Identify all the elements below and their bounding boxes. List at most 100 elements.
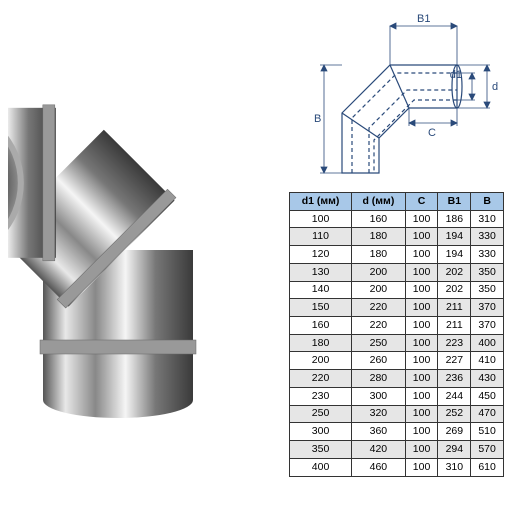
table-cell: 400 (290, 458, 352, 476)
table-cell: 450 (471, 387, 504, 405)
table-cell: 211 (438, 317, 471, 335)
table-cell: 350 (290, 441, 352, 459)
table-cell: 300 (290, 423, 352, 441)
table-cell: 100 (405, 281, 438, 299)
table-cell: 100 (405, 370, 438, 388)
table-row: 220280100236430 (290, 370, 504, 388)
table-cell: 100 (405, 352, 438, 370)
table-cell: 360 (352, 423, 406, 441)
table-header-cell: B1 (438, 193, 471, 211)
table-cell: 260 (352, 352, 406, 370)
table-row: 120180100194330 (290, 246, 504, 264)
table-cell: 236 (438, 370, 471, 388)
table-cell: 150 (290, 299, 352, 317)
table-row: 130200100202350 (290, 263, 504, 281)
table-cell: 194 (438, 228, 471, 246)
table-cell: 100 (405, 423, 438, 441)
table-cell: 244 (438, 387, 471, 405)
table-cell: 100 (405, 387, 438, 405)
table-cell: 250 (352, 334, 406, 352)
table-cell: 330 (471, 228, 504, 246)
table-cell: 370 (471, 317, 504, 335)
table-cell: 120 (290, 246, 352, 264)
table-cell: 194 (438, 246, 471, 264)
table-cell: 330 (471, 246, 504, 264)
table-row: 230300100244450 (290, 387, 504, 405)
table-cell: 294 (438, 441, 471, 459)
table-cell: 160 (290, 317, 352, 335)
table-cell: 570 (471, 441, 504, 459)
table-row: 180250100223400 (290, 334, 504, 352)
table-cell: 510 (471, 423, 504, 441)
dim-label-d: d (492, 81, 498, 93)
product-photo (8, 40, 288, 420)
table-cell: 310 (438, 458, 471, 476)
table-cell: 100 (405, 228, 438, 246)
table-cell: 220 (290, 370, 352, 388)
table-cell: 200 (290, 352, 352, 370)
table-row: 140200100202350 (290, 281, 504, 299)
table-cell: 186 (438, 210, 471, 228)
table-row: 160220100211370 (290, 317, 504, 335)
table-cell: 100 (290, 210, 352, 228)
table-cell: 410 (471, 352, 504, 370)
table-header-cell: d1 (мм) (290, 193, 352, 211)
table-row: 100160100186310 (290, 210, 504, 228)
table-cell: 430 (471, 370, 504, 388)
table-cell: 100 (405, 405, 438, 423)
table-row: 150220100211370 (290, 299, 504, 317)
table-cell: 110 (290, 228, 352, 246)
table-cell: 100 (405, 263, 438, 281)
table-cell: 100 (405, 210, 438, 228)
table-cell: 310 (471, 210, 504, 228)
table-cell: 610 (471, 458, 504, 476)
table-cell: 202 (438, 281, 471, 299)
table-row: 250320100252470 (290, 405, 504, 423)
table-cell: 100 (405, 458, 438, 476)
table-cell: 200 (352, 263, 406, 281)
table-cell: 180 (352, 228, 406, 246)
table-cell: 460 (352, 458, 406, 476)
table-cell: 100 (405, 246, 438, 264)
table-cell: 370 (471, 299, 504, 317)
table-row: 300360100269510 (290, 423, 504, 441)
table-cell: 180 (352, 246, 406, 264)
table-cell: 269 (438, 423, 471, 441)
table-cell: 140 (290, 281, 352, 299)
table-cell: 100 (405, 299, 438, 317)
table-cell: 100 (405, 441, 438, 459)
table-cell: 220 (352, 317, 406, 335)
table-row: 110180100194330 (290, 228, 504, 246)
dim-label-B: B (314, 113, 321, 125)
table-cell: 230 (290, 387, 352, 405)
table-row: 350420100294570 (290, 441, 504, 459)
technical-diagram: B B1 d d1 C (302, 8, 502, 183)
dimension-table: d1 (мм)d (мм)CB1B 1001601001863101101801… (289, 192, 504, 477)
table-row: 400460100310610 (290, 458, 504, 476)
table-cell: 420 (352, 441, 406, 459)
table-cell: 202 (438, 263, 471, 281)
table-cell: 300 (352, 387, 406, 405)
table-cell: 200 (352, 281, 406, 299)
table-cell: 252 (438, 405, 471, 423)
table-header-cell: d (мм) (352, 193, 406, 211)
table-cell: 470 (471, 405, 504, 423)
table-cell: 223 (438, 334, 471, 352)
table-cell: 100 (405, 334, 438, 352)
table-cell: 280 (352, 370, 406, 388)
table-cell: 160 (352, 210, 406, 228)
table-cell: 320 (352, 405, 406, 423)
table-cell: 250 (290, 405, 352, 423)
dim-label-B1: B1 (417, 13, 430, 25)
dim-label-C: C (428, 127, 436, 139)
table-cell: 100 (405, 317, 438, 335)
table-cell: 400 (471, 334, 504, 352)
table-cell: 220 (352, 299, 406, 317)
table-cell: 180 (290, 334, 352, 352)
table-header-cell: C (405, 193, 438, 211)
table-cell: 130 (290, 263, 352, 281)
table-cell: 227 (438, 352, 471, 370)
table-header-cell: B (471, 193, 504, 211)
table-cell: 350 (471, 263, 504, 281)
dim-label-d1: d1 (450, 69, 462, 81)
